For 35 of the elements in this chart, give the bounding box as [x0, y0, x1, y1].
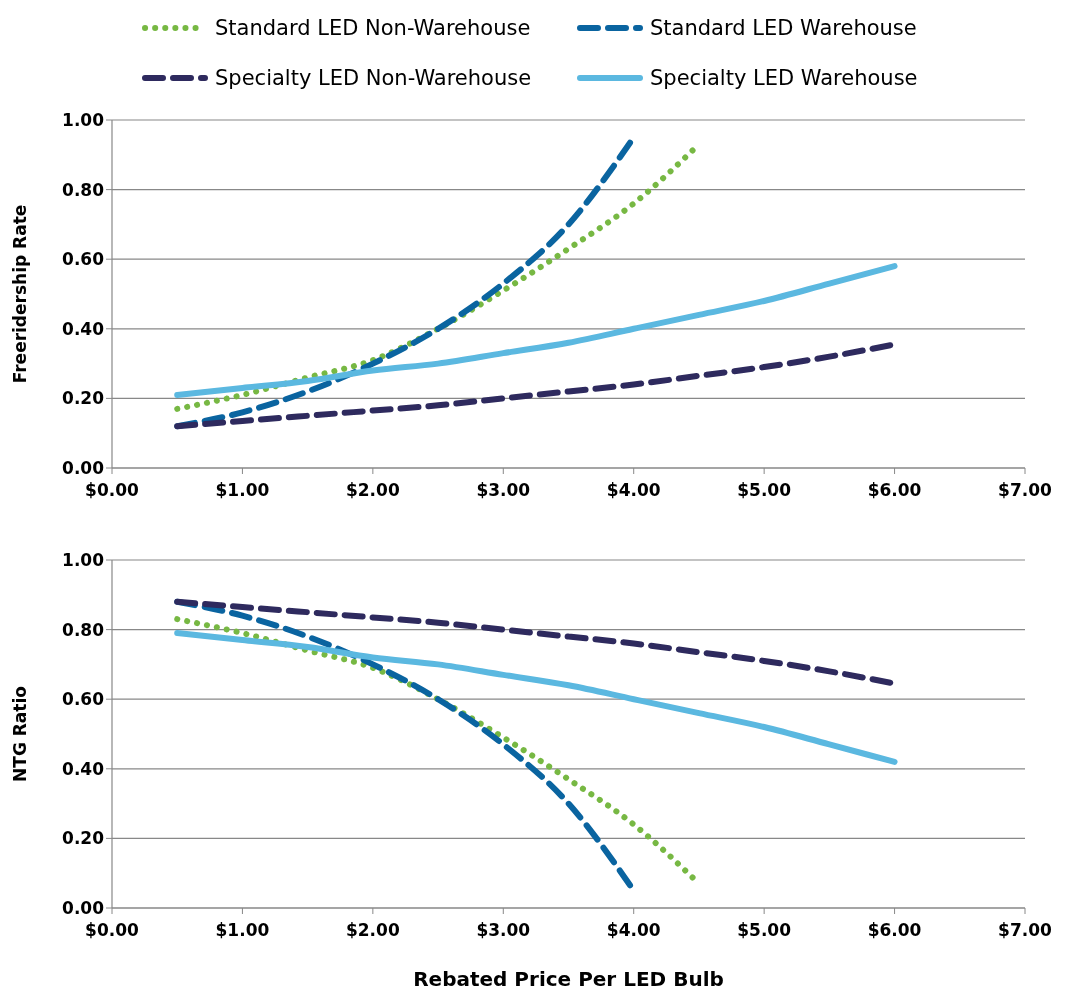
y-tick-label: 0.40 [62, 318, 105, 339]
y-tick-label: 0.40 [62, 758, 105, 779]
x-tick-label: $6.00 [867, 920, 922, 940]
y-tick-label: 0.00 [62, 457, 105, 478]
x-tick-label: $6.00 [867, 480, 922, 500]
x-axis-title: Rebated Price Per LED Bulb [413, 967, 724, 991]
legend-label: Standard LED Non-Warehouse [215, 16, 531, 41]
x-tick-label: $4.00 [606, 920, 661, 940]
y-tick-label: 0.60 [62, 689, 105, 710]
legend-label: Specialty LED Warehouse [650, 66, 918, 91]
x-tick-label: $4.00 [606, 480, 661, 500]
x-tick-label: $7.00 [998, 480, 1053, 500]
x-tick-label: $3.00 [476, 920, 531, 940]
x-tick-label: $2.00 [345, 920, 400, 940]
y-tick-label: 0.60 [62, 249, 105, 270]
y-axis-title: Freeridership Rate [10, 204, 30, 384]
x-tick-label: $5.00 [737, 480, 792, 500]
y-tick-label: 0.80 [62, 619, 105, 640]
legend-label: Specialty LED Non-Warehouse [215, 66, 532, 91]
x-tick-label: $7.00 [998, 920, 1053, 940]
x-tick-label: $0.00 [85, 920, 140, 940]
x-tick-label: $1.00 [215, 480, 270, 500]
y-tick-label: 0.20 [62, 828, 105, 849]
x-tick-label: $3.00 [476, 480, 531, 500]
y-tick-label: 1.00 [62, 109, 105, 130]
x-tick-label: $0.00 [85, 480, 140, 500]
x-tick-label: $2.00 [345, 480, 400, 500]
y-tick-label: 0.20 [62, 388, 105, 409]
y-axis-title: NTG Ratio [10, 686, 30, 782]
y-tick-label: 1.00 [62, 549, 105, 570]
x-tick-label: $1.00 [215, 920, 270, 940]
legend-label: Standard LED Warehouse [650, 16, 917, 41]
y-tick-label: 0.80 [62, 179, 105, 200]
x-tick-label: $5.00 [737, 920, 792, 940]
y-tick-label: 0.00 [62, 897, 105, 918]
